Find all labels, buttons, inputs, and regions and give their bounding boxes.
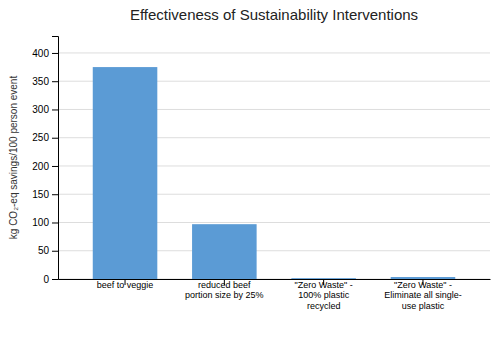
x-tick-label: "Zero Waste" -100% plasticrecycled bbox=[295, 280, 353, 311]
y-tick-mark bbox=[52, 251, 58, 252]
y-axis-title: kg CO₂-eq savings/100 person event bbox=[8, 76, 19, 240]
y-tick-label: 200 bbox=[32, 161, 49, 172]
grid bbox=[58, 53, 490, 279]
y-tick-mark bbox=[52, 279, 58, 280]
y-tick-label: 250 bbox=[32, 132, 49, 143]
y-tick-label: 350 bbox=[32, 76, 49, 87]
y-tick: 200 bbox=[32, 161, 58, 172]
y-tick-mark bbox=[52, 194, 58, 195]
y-tick-mark bbox=[52, 138, 58, 139]
y-tick: 0 bbox=[43, 274, 58, 285]
grid-line bbox=[58, 52, 490, 53]
plot: 0 50 100 150 200 250 300 350 400 beef to veggie re… bbox=[32, 37, 490, 311]
chart: 0 50 100 150 200 250 300 350 400 beef to veggie re… bbox=[0, 0, 500, 341]
y-tick: 400 bbox=[32, 48, 58, 59]
x-tick: "Zero Waste" -100% plasticrecycled bbox=[295, 279, 353, 311]
y-tick: 350 bbox=[32, 76, 58, 87]
y-tick-mark bbox=[52, 53, 58, 54]
y-tick: 150 bbox=[32, 189, 58, 200]
bars bbox=[93, 67, 455, 279]
y-tick: 250 bbox=[32, 132, 58, 143]
x-tick: beef to veggie bbox=[97, 279, 154, 290]
x-tick-label: "Zero Waste" -Eliminate all single-use p… bbox=[384, 280, 462, 311]
y-tick-label: 100 bbox=[32, 217, 49, 228]
title: Effectiveness of Sustainability Interven… bbox=[130, 6, 418, 23]
x-tick: reduced beefportion size by 25% bbox=[185, 279, 264, 300]
y-tick-mark bbox=[52, 81, 58, 82]
bar bbox=[93, 67, 158, 279]
x-tick-label: reduced beefportion size by 25% bbox=[185, 280, 264, 300]
x-axis: beef to veggie reduced beefportion size b… bbox=[59, 279, 491, 311]
y-tick-mark bbox=[52, 222, 58, 223]
y-tick: 50 bbox=[38, 245, 58, 256]
bar bbox=[391, 277, 456, 279]
bar bbox=[291, 278, 356, 279]
y-tick: 100 bbox=[32, 217, 58, 228]
y-tick-label: 400 bbox=[32, 48, 49, 59]
y-axis: 0 50 100 150 200 250 300 350 400 bbox=[32, 37, 58, 285]
x-tick-label: beef to veggie bbox=[97, 280, 154, 290]
y-tick-label: 50 bbox=[38, 245, 50, 256]
y-tick-label: 300 bbox=[32, 104, 49, 115]
y-axis-line bbox=[52, 37, 59, 280]
y-tick-label: 150 bbox=[32, 189, 49, 200]
bar bbox=[192, 224, 257, 279]
y-tick-mark bbox=[52, 109, 58, 110]
y-tick: 300 bbox=[32, 104, 58, 115]
x-tick: "Zero Waste" -Eliminate all single-use p… bbox=[384, 279, 462, 311]
y-tick-mark bbox=[52, 166, 58, 167]
y-tick-label: 0 bbox=[43, 274, 49, 285]
